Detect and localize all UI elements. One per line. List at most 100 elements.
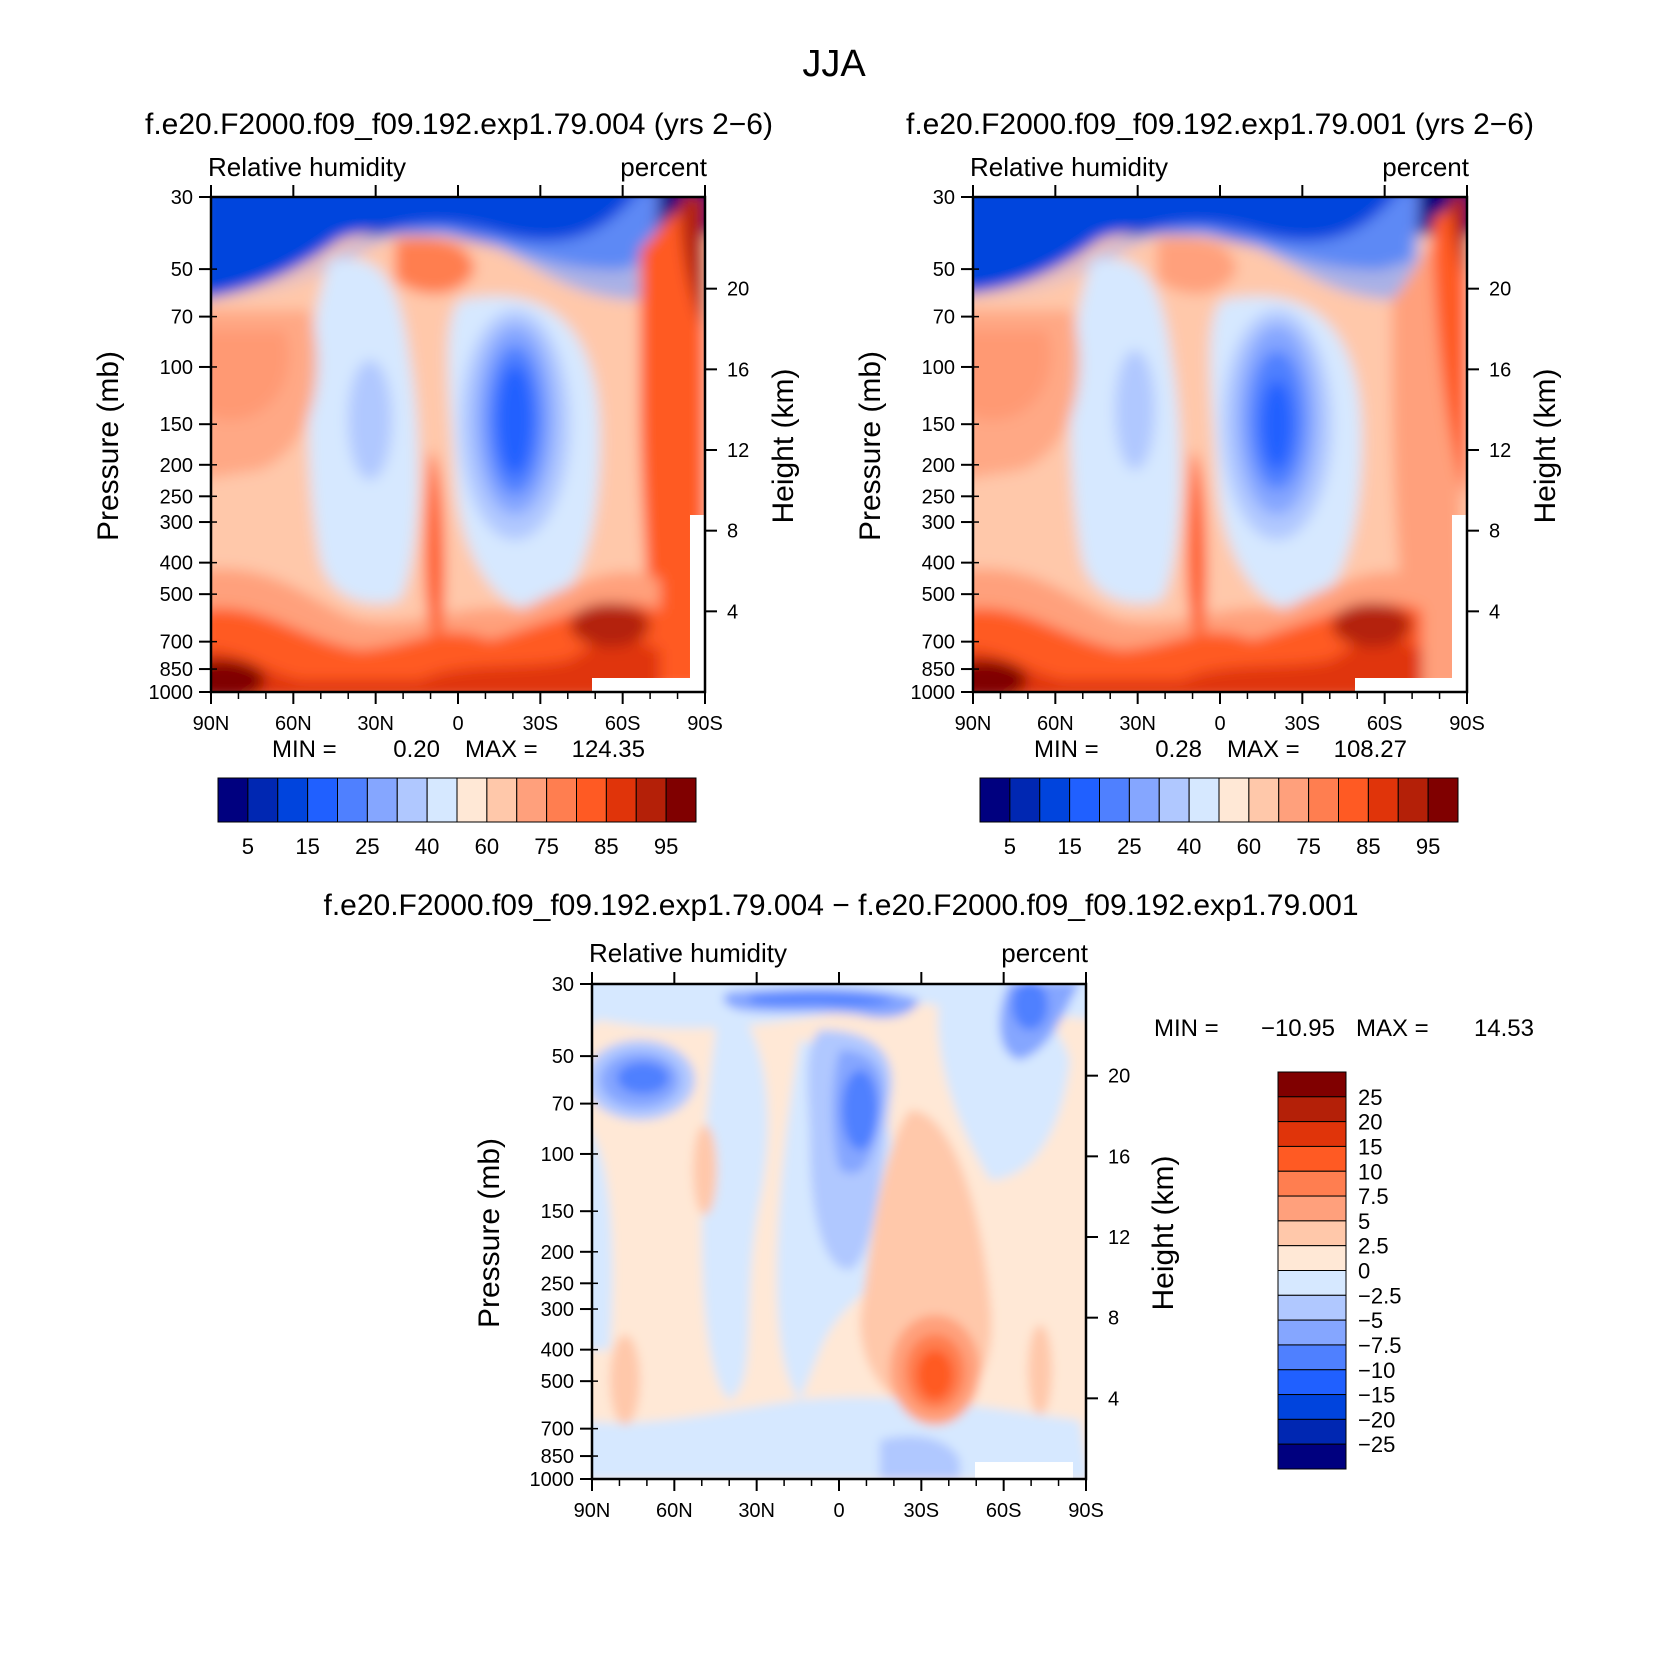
p3-colorbar-box: [1277, 1220, 1347, 1247]
p2-colorbar-box: [1278, 777, 1310, 823]
panel-1-colorbar: [217, 777, 697, 823]
p3-ytick-label: 400: [541, 1340, 574, 1362]
panel-1-left-label: Relative humidity: [208, 152, 406, 182]
p1-y2tick-label: 4: [727, 601, 738, 623]
panel-diff-colorbar: [1277, 1071, 1347, 1470]
p3-xtick-label: 0: [833, 1500, 844, 1522]
p2-colorbar-label: 95: [1416, 834, 1440, 859]
p2-xtick-label: 60S: [1367, 713, 1403, 735]
p3-xtick-label: 90N: [574, 1500, 611, 1522]
panel-diff-field-light-1: [592, 1135, 613, 1350]
p3-y2tick-label: 20: [1108, 1066, 1130, 1088]
figure-title: JJA: [802, 43, 866, 85]
p2-colorbar-box: [1427, 777, 1459, 823]
p2-ytick-label: 300: [922, 512, 955, 534]
panel-1-title: f.e20.F2000.f09_f09.192.exp1.79.004 (yrs…: [145, 108, 773, 141]
p3-colorbar-box: [1277, 1369, 1347, 1396]
p3-ytick-label: 1000: [530, 1469, 575, 1491]
p2-colorbar-box: [1367, 777, 1399, 823]
p2-xtick-label: 0: [1214, 713, 1225, 735]
p2-xtick-label: 60N: [1037, 713, 1074, 735]
p2-ytick-label: 30: [933, 187, 955, 209]
p3-colorbar-label: 20: [1358, 1110, 1382, 1135]
panel-diff-y2label: Height (km): [1147, 1155, 1180, 1310]
p3-ytick-label: 30: [552, 974, 574, 996]
p1-colorbar-box: [277, 777, 309, 823]
p3-ytick-label: 50: [552, 1046, 574, 1068]
p2-colorbar-label: 5: [1004, 834, 1016, 859]
p1-y2tick-label: 12: [727, 440, 749, 462]
p1-colorbar-box: [486, 777, 518, 823]
p1-xtick-label: 90S: [687, 713, 723, 735]
panel-diff-field-lower-light: [880, 1436, 960, 1479]
p3-y2tick-label: 8: [1108, 1308, 1119, 1330]
p3-colorbar-box: [1277, 1418, 1347, 1445]
panel-diff-min-label: MIN =: [1154, 1015, 1219, 1042]
p1-y2tick-label: 16: [727, 359, 749, 381]
p1-xtick-label: 0: [452, 713, 463, 735]
panel-2-field-left-peach: [973, 310, 1080, 479]
p1-ytick-label: 700: [160, 632, 193, 654]
panel-2-field-eq-red: [1186, 450, 1207, 640]
panel-2-field-right-dark: [1450, 197, 1467, 280]
panel-2-plot: [973, 197, 1467, 692]
p3-colorbar-label: −25: [1358, 1432, 1395, 1457]
p3-colorbar-label: −15: [1358, 1383, 1395, 1408]
p2-ytick-label: 400: [922, 553, 955, 575]
panel-diff-field-nh-blue-3: [617, 1062, 669, 1094]
p3-colorbar-label: 0: [1358, 1259, 1370, 1284]
panel-1-field-right-dark: [680, 197, 705, 330]
panel-2-field-nh-core: [1115, 350, 1155, 470]
p3-colorbar-label: −20: [1358, 1407, 1395, 1432]
p1-colorbar-label: 60: [475, 834, 499, 859]
p3-colorbar-box: [1277, 1096, 1347, 1123]
p2-colorbar-label: 25: [1117, 834, 1141, 859]
p1-xtick-label: 60N: [275, 713, 312, 735]
p1-ytick-label: 150: [160, 414, 193, 436]
p3-colorbar-box: [1277, 1394, 1347, 1420]
p2-colorbar-box: [1158, 777, 1190, 823]
panel-1-field-bl-dark: [211, 660, 265, 692]
panel-1: f.e20.F2000.f09_f09.192.exp1.79.004 (yrs…: [92, 108, 800, 859]
p3-colorbar-label: 2.5: [1358, 1234, 1389, 1259]
panel-1-max-label: MAX =: [465, 736, 538, 763]
panel-2-field-top-edge: [973, 197, 1416, 294]
p1-colorbar-box: [576, 777, 607, 823]
p2-colorbar-box: [1338, 777, 1369, 823]
p3-colorbar-box: [1277, 1344, 1347, 1371]
panel-2-field-sh-core-4: [1261, 380, 1293, 470]
p2-ytick-label: 850: [922, 659, 955, 681]
p2-ytick-label: 1000: [911, 682, 956, 704]
p1-ytick-label: 300: [160, 512, 193, 534]
p3-ytick-label: 250: [541, 1273, 574, 1295]
p3-colorbar-box: [1277, 1294, 1347, 1321]
p1-ytick-label: 400: [160, 553, 193, 575]
panel-2-left-label: Relative humidity: [970, 152, 1168, 182]
p1-colorbar-label: 5: [242, 834, 254, 859]
p1-colorbar-box: [396, 777, 428, 823]
panel-1-field-nh-core: [348, 360, 392, 480]
p2-ytick-label: 150: [922, 414, 955, 436]
panel-diff-field-top-blue-core: [750, 993, 895, 1006]
panel-1-field-top-orange: [395, 238, 475, 294]
p3-xtick-label: 90S: [1068, 1500, 1104, 1522]
p1-colorbar-box: [307, 777, 338, 823]
p3-colorbar-box: [1277, 1071, 1347, 1098]
p1-colorbar-label: 85: [594, 834, 618, 859]
p3-colorbar-box: [1277, 1121, 1347, 1147]
panel-diff-field-light-2: [701, 1000, 768, 1400]
panel-diff-field-peach-2: [610, 1335, 640, 1425]
panel-diff-field-peach-1: [693, 1125, 717, 1215]
p1-ytick-label: 200: [160, 455, 193, 477]
p1-ytick-label: 850: [160, 659, 193, 681]
p3-colorbar-box: [1277, 1170, 1347, 1197]
p3-ytick-label: 500: [541, 1371, 574, 1393]
p3-ytick-label: 300: [541, 1299, 574, 1321]
p1-xtick-label: 30S: [523, 713, 559, 735]
p1-xtick-label: 90N: [193, 713, 230, 735]
panel-2-mask-right: [1452, 515, 1467, 692]
panel-1-y2-ticks: 20 16 12 8 4: [705, 279, 749, 623]
